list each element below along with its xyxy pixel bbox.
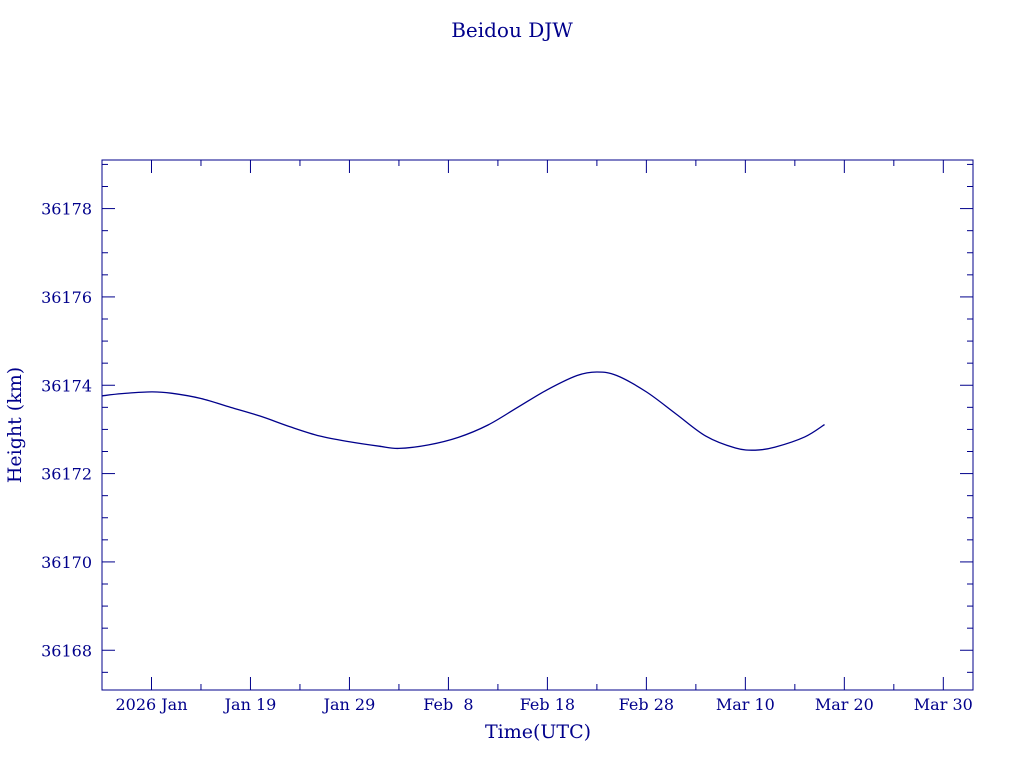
y-tick-labels: 36168 36170 36172 36174 36176 36178: [41, 200, 92, 661]
x-tick-label: Mar 20: [815, 695, 874, 714]
series-line: [101, 371, 825, 451]
y-tick-label: 36170: [41, 553, 92, 572]
x-tick-label: Jan 19: [223, 695, 277, 714]
y-tick-label: 36174: [41, 376, 92, 395]
axis-ticks: [101, 160, 973, 690]
chart-title: Beidou DJW: [451, 18, 573, 42]
x-tick-label: Jan 29: [322, 695, 376, 714]
x-axis-label: Time(UTC): [485, 721, 591, 743]
y-tick-label: 36176: [41, 288, 92, 307]
plot-frame: [101, 159, 974, 691]
x-tick-label: Mar 30: [914, 695, 973, 714]
y-axis-label: Height (km): [4, 367, 26, 483]
x-tick-label: Feb 8: [423, 695, 473, 714]
y-tick-label: 36168: [41, 641, 92, 660]
y-tick-label: 36178: [41, 200, 92, 219]
x-tick-label: Feb 28: [619, 695, 674, 714]
x-tick-label: Feb 18: [520, 695, 575, 714]
x-tick-label: 2026 Jan: [115, 695, 187, 714]
y-tick-label: 36172: [41, 465, 92, 484]
x-tick-label: Mar 10: [716, 695, 775, 714]
x-tick-labels: 2026 Jan Jan 19 Jan 29 Feb 8 Feb 18 Feb 28 Mar…: [115, 695, 972, 714]
